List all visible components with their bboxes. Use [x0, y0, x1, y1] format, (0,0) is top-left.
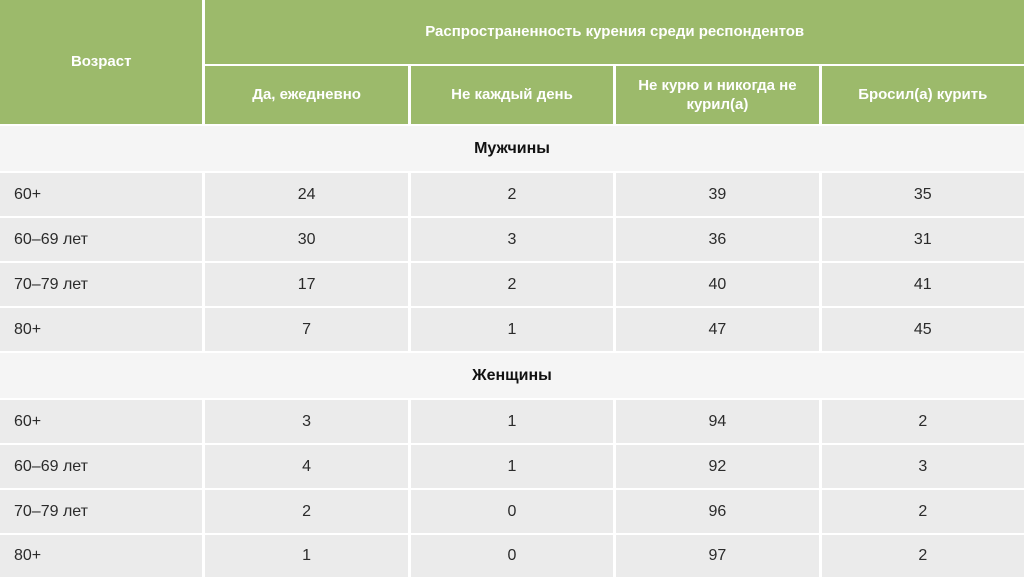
value-cell: 36	[616, 218, 819, 261]
value-cell: 47	[616, 308, 819, 351]
value-cell: 1	[410, 308, 614, 351]
age-cell: 80+	[0, 308, 203, 351]
value-cell: 0	[410, 490, 614, 533]
value-cell: 0	[410, 535, 614, 577]
value-cell: 3	[821, 445, 1024, 488]
value-cell: 39	[616, 173, 819, 216]
value-cell: 94	[616, 400, 819, 443]
value-cell: 41	[821, 263, 1024, 306]
value-cell: 30	[205, 218, 408, 261]
value-cell: 1	[410, 445, 614, 488]
value-cell: 2	[821, 400, 1024, 443]
value-cell: 97	[616, 535, 819, 577]
value-cell: 31	[821, 218, 1024, 261]
value-cell: 17	[205, 263, 408, 306]
value-cell: 92	[616, 445, 819, 488]
section-header-women: Женщины	[0, 353, 1024, 398]
value-cell: 3	[410, 218, 614, 261]
column-header-quit: Бросил(а) курить	[821, 66, 1024, 124]
value-cell: 4	[205, 445, 408, 488]
value-cell: 2	[205, 490, 408, 533]
column-header-not-every-day: Не каждый день	[410, 66, 614, 124]
age-cell: 60+	[0, 173, 203, 216]
age-cell: 60+	[0, 400, 203, 443]
value-cell: 24	[205, 173, 408, 216]
value-cell: 2	[410, 263, 614, 306]
section-header-men: Мужчины	[0, 126, 1024, 171]
age-cell: 80+	[0, 535, 203, 577]
value-cell: 3	[205, 400, 408, 443]
value-cell: 35	[821, 173, 1024, 216]
age-cell: 70–79 лет	[0, 263, 203, 306]
value-cell: 2	[410, 173, 614, 216]
value-cell: 2	[821, 490, 1024, 533]
column-header-never-smoked: Не курю и никогда не курил(а)	[616, 66, 819, 124]
value-cell: 1	[410, 400, 614, 443]
value-cell: 1	[205, 535, 408, 577]
value-cell: 96	[616, 490, 819, 533]
age-cell: 60–69 лет	[0, 218, 203, 261]
column-header-daily: Да, ежедневно	[205, 66, 408, 124]
value-cell: 2	[821, 535, 1024, 577]
table-title: Распространенность курения среди респонд…	[205, 0, 1024, 64]
age-column-header: Возраст	[0, 0, 203, 124]
age-cell: 70–79 лет	[0, 490, 203, 533]
value-cell: 7	[205, 308, 408, 351]
value-cell: 40	[616, 263, 819, 306]
age-cell: 60–69 лет	[0, 445, 203, 488]
value-cell: 45	[821, 308, 1024, 351]
